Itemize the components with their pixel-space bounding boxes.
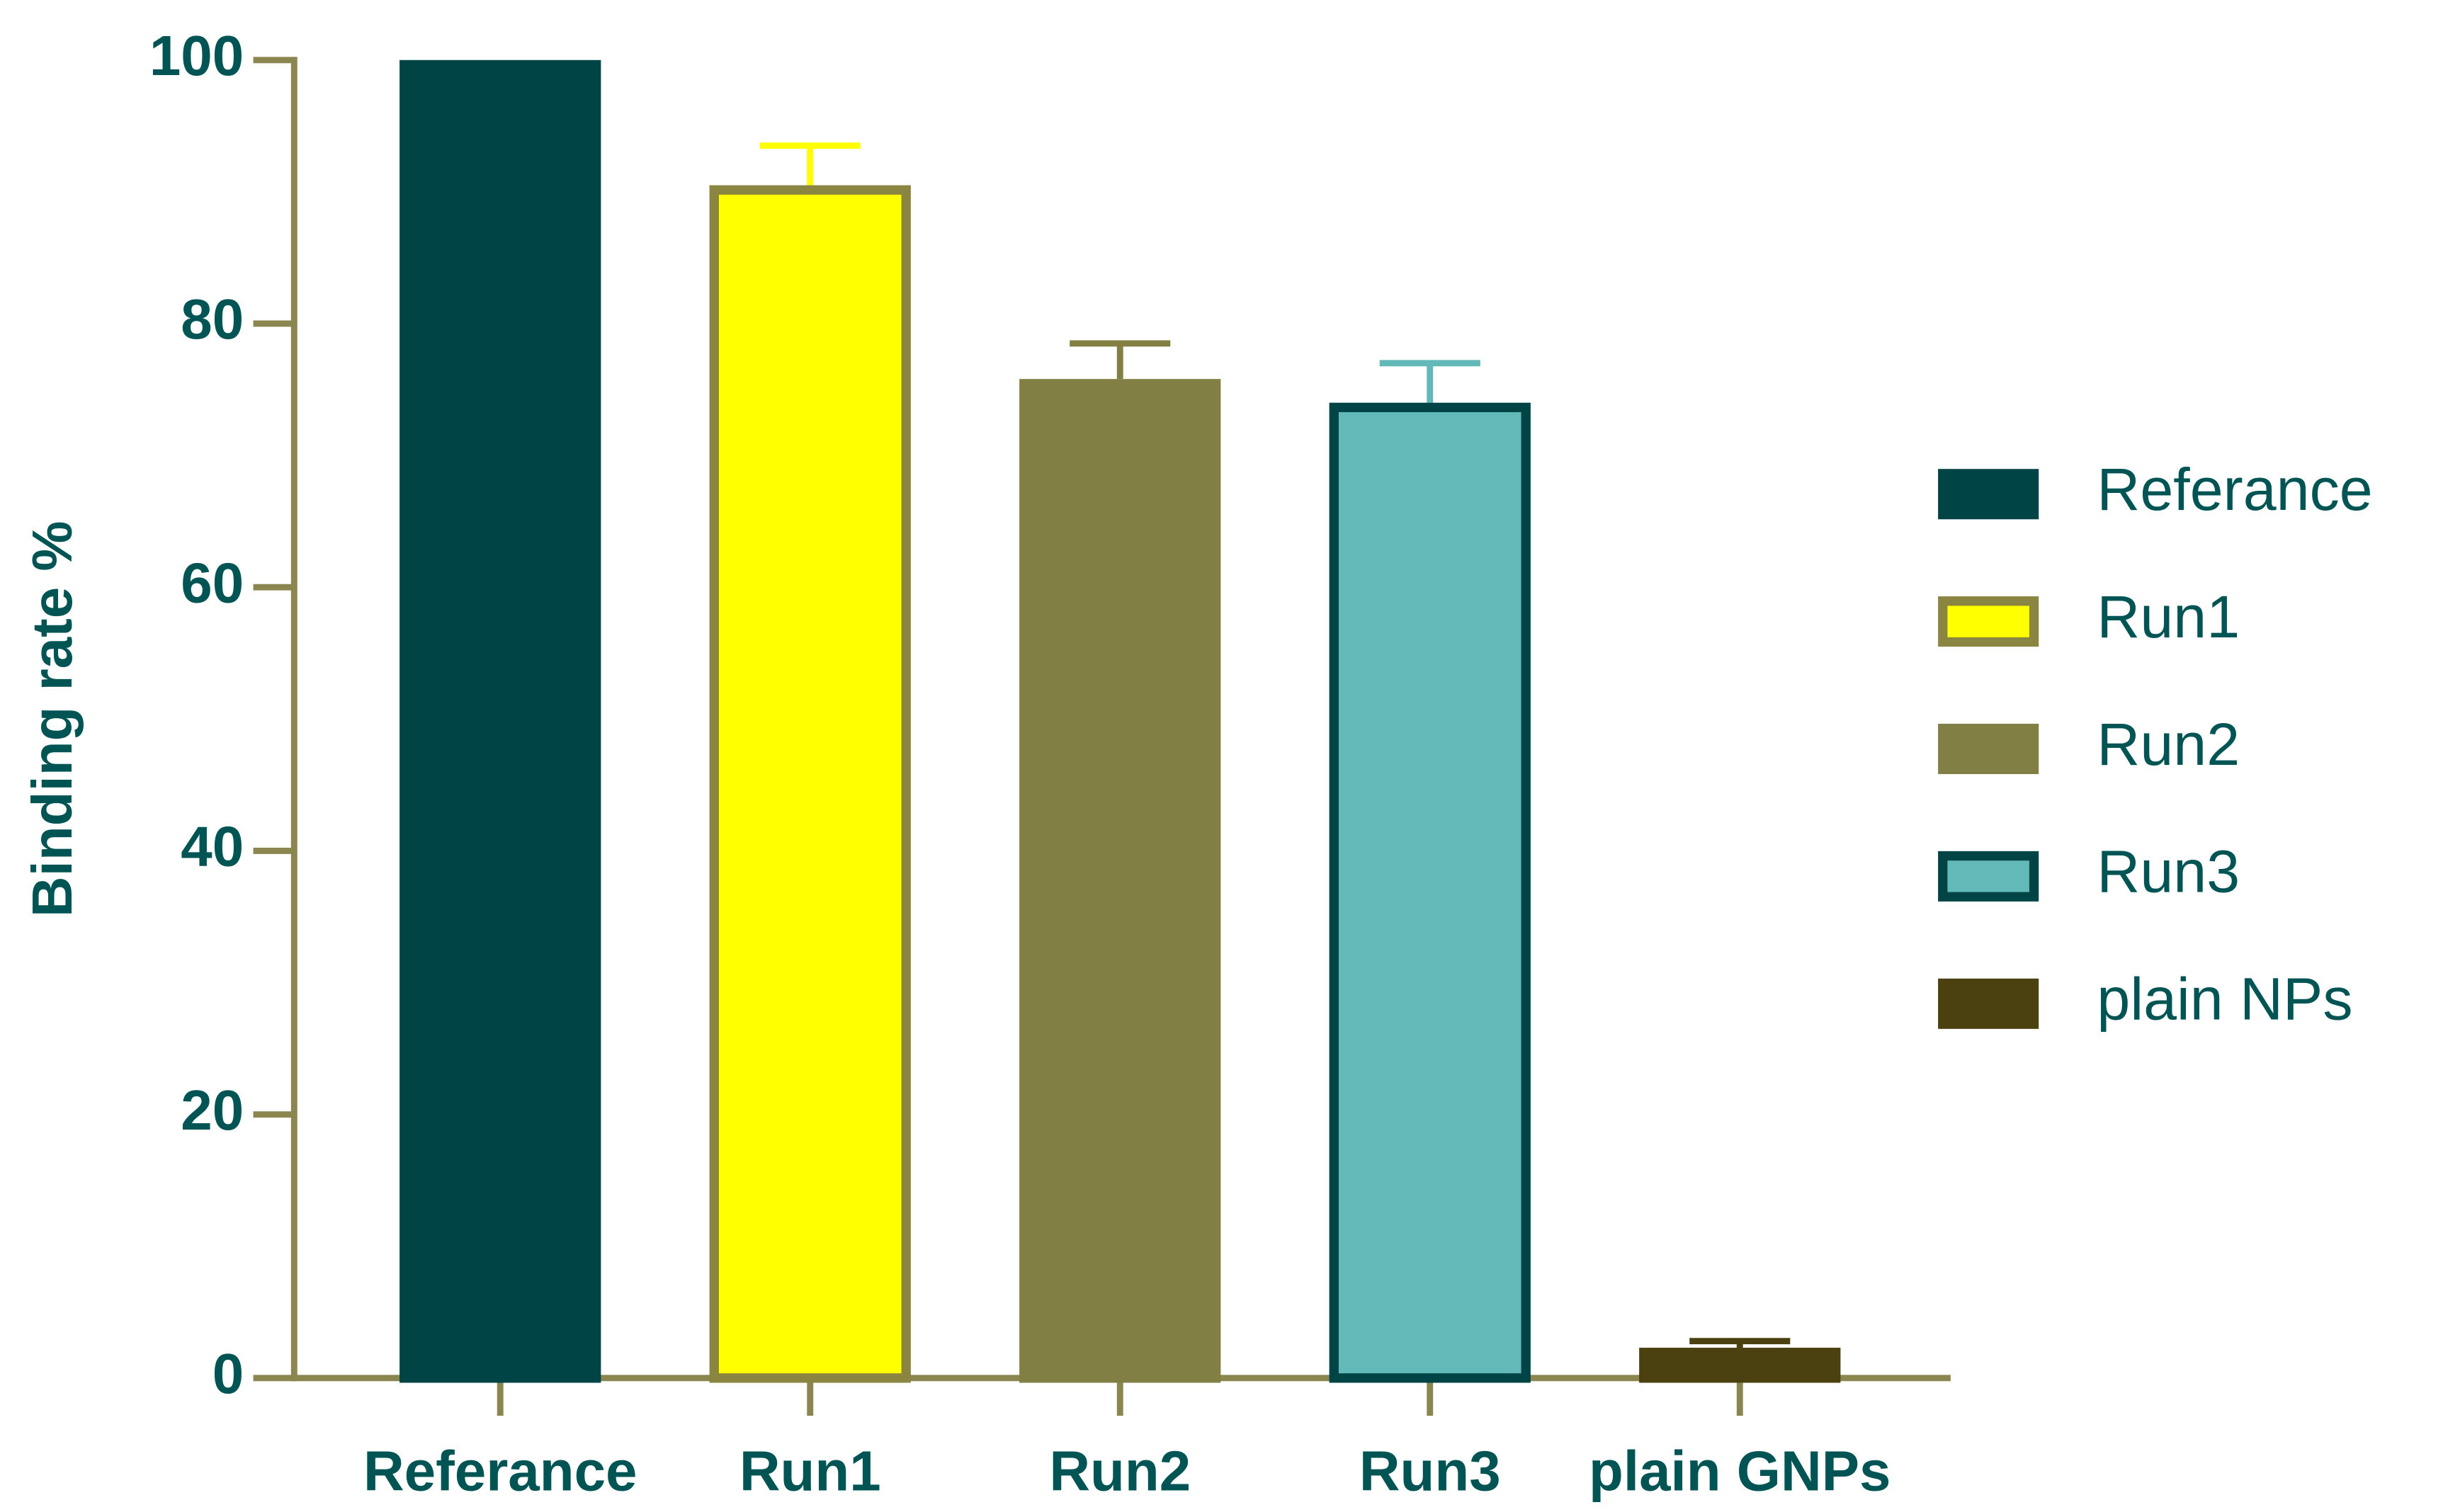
x-tick-label: Run3 [1359,1440,1501,1503]
x-tick-label: Run2 [1049,1440,1191,1503]
y-tick-label: 0 [212,1342,244,1405]
y-tick-label: 20 [181,1079,244,1142]
y-axis-title: Binding rate % [21,521,84,918]
x-tick-label: Referance [363,1440,637,1503]
legend-label: plain NPs [2097,966,2352,1033]
bar [399,59,601,1383]
legend-swatch [1938,469,2039,520]
legend-swatch [1938,723,2039,775]
y-tick-label: 80 [181,288,244,351]
y-tick-label: 40 [181,815,244,878]
bar [1639,1348,1841,1383]
x-tick-label: plain GNPs [1589,1440,1891,1503]
legend-label: Referance [2097,456,2372,523]
legend-swatch [1938,596,2039,647]
bar [1329,402,1531,1383]
bar [709,185,911,1383]
legend-label: Run1 [2097,584,2240,650]
legend-label: Run3 [2097,839,2240,905]
bar [1019,379,1221,1383]
y-tick-label: 100 [149,24,244,87]
x-tick-label: Run1 [739,1440,881,1503]
y-tick-label: 60 [181,551,244,614]
legend-label: Run2 [2097,711,2240,778]
legend-swatch [1938,978,2039,1029]
legend-swatch [1938,851,2039,902]
